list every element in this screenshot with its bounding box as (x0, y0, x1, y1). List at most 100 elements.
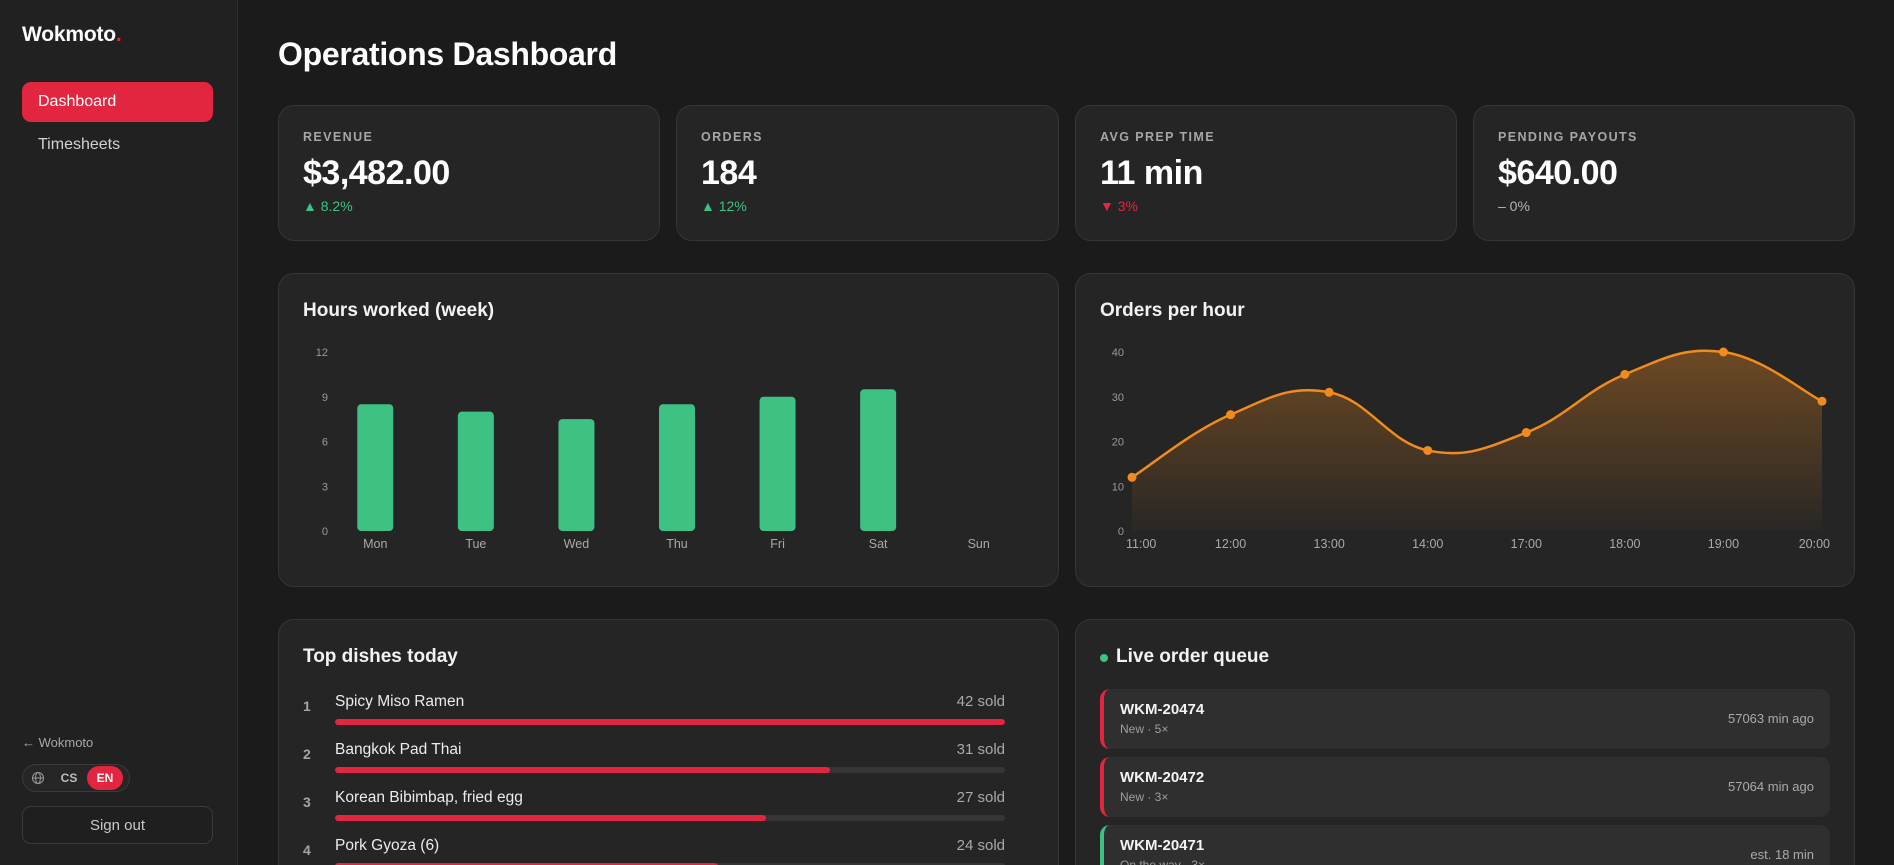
order-time: est. 18 min (1750, 847, 1814, 862)
card-title: Live order queue (1116, 646, 1270, 667)
kpi-label: ORDERS (701, 130, 763, 144)
data-point-1800 (1620, 369, 1630, 379)
brand-logo[interactable]: Wokmoto. (22, 23, 122, 46)
order-meta: On the way · 3× (1120, 858, 1206, 865)
kpi-card-pending-payouts: PENDING PAYOUTS $640.00 – 0% (1473, 105, 1855, 241)
y-tick-label: 6 (322, 437, 328, 449)
dish-progress-track (335, 767, 1005, 773)
kpi-delta: ▼ 3% (1100, 198, 1138, 214)
x-tick-label: 11:00 (1126, 537, 1156, 551)
x-tick-label: Thu (666, 537, 688, 551)
y-tick-label: 9 (322, 392, 328, 404)
x-tick-label: Wed (564, 537, 590, 551)
language-option-cs[interactable]: CS (60, 771, 78, 785)
hours-worked-chart: 0 3 6 9 12 Mon Tue Wed Thu Fri Sat Sun (316, 347, 990, 551)
dish-progress-track (335, 863, 1005, 865)
data-point-1400 (1423, 445, 1433, 455)
language-option-en[interactable]: EN (87, 766, 123, 790)
bar-tue (457, 411, 494, 531)
x-tick-label: Tue (465, 537, 486, 551)
bar-thu (659, 404, 695, 531)
dish-rank: 4 (303, 842, 311, 858)
kpi-label: AVG PREP TIME (1100, 130, 1215, 144)
language-switcher: CS EN (22, 764, 130, 792)
order-time: 57064 min ago (1727, 779, 1814, 794)
y-tick-label: 30 (1112, 392, 1124, 404)
order-time: 57063 min ago (1727, 711, 1814, 726)
hours-worked-card: Hours worked (week) 0 3 6 9 12 Mon Tue Wed Thu Fr… (278, 273, 1059, 587)
globe-icon (25, 766, 51, 790)
dish-name: Korean Bibimbap, fried egg (335, 789, 523, 806)
kpi-value: $3,482.00 (303, 154, 450, 192)
kpi-value: 11 min (1100, 154, 1203, 192)
data-point-1200 (1226, 410, 1236, 420)
x-tick-label: Fri (770, 537, 785, 551)
dish-sold-count: 24 sold (956, 837, 1005, 854)
dish-rank: 1 (303, 698, 311, 714)
dish-sold-count: 31 sold (956, 741, 1005, 758)
kpi-card-revenue: REVENUE $3,482.00 ▲ 8.2% (278, 105, 660, 241)
sign-out-button[interactable]: Sign out (22, 806, 213, 844)
dish-rank: 3 (303, 794, 311, 810)
y-tick-label: 0 (1118, 526, 1124, 538)
order-id: WKM-20474 (1120, 701, 1205, 718)
nav-item-dashboard[interactable]: Dashboard (22, 82, 213, 122)
nav-item-timesheets[interactable]: Timesheets (22, 125, 213, 165)
dish-row: 2 Bangkok Pad Thai 31 sold (303, 738, 1005, 778)
x-tick-label: Mon (363, 537, 387, 551)
dish-name: Bangkok Pad Thai (335, 741, 462, 758)
kpi-delta: ▲ 12% (701, 198, 747, 214)
order-meta: New · 5× (1120, 722, 1169, 736)
kpi-card-orders: ORDERS 184 ▲ 12% (676, 105, 1059, 241)
dish-sold-count: 42 sold (956, 693, 1005, 710)
dish-name: Spicy Miso Ramen (335, 693, 465, 710)
orders-area-fill (1132, 350, 1822, 531)
back-link[interactable]: ← Wokmoto (22, 735, 94, 750)
bar-wed (558, 419, 595, 531)
dish-progress-track (335, 719, 1005, 725)
y-tick-label: 20 (1112, 437, 1124, 449)
orders-per-hour-card: Orders per hour 0 10 20 30 40 11:00 12:00 13:00… (1075, 273, 1855, 587)
orders-per-hour-chart: 0 10 20 30 40 11:00 12:00 13:00 14:00 17:00 18:00 1… (1112, 347, 1830, 551)
order-queue-item[interactable]: WKM-20474 New · 5× 57063 min ago (1100, 689, 1830, 749)
order-id: WKM-20471 (1120, 837, 1205, 854)
kpi-card-avg-prep-time: AVG PREP TIME 11 min ▼ 3% (1075, 105, 1457, 241)
data-point-1700 (1521, 428, 1531, 438)
order-queue-item[interactable]: WKM-20471 On the way · 3× est. 18 min (1100, 825, 1830, 865)
x-tick-label: 17:00 (1511, 537, 1542, 551)
data-point-1300 (1324, 387, 1334, 397)
dish-progress-track (335, 815, 1005, 821)
kpi-label: PENDING PAYOUTS (1498, 130, 1638, 144)
chart-title: Hours worked (week) (303, 300, 495, 321)
x-tick-label: 19:00 (1708, 537, 1739, 551)
x-tick-label: 12:00 (1215, 537, 1246, 551)
kpi-delta: ▲ 8.2% (303, 198, 353, 214)
kpi-value: $640.00 (1498, 154, 1618, 192)
kpi-label: REVENUE (303, 130, 374, 144)
x-tick-label: 14:00 (1412, 537, 1443, 551)
dish-row: 4 Pork Gyoza (6) 24 sold (303, 834, 1005, 865)
dish-sold-count: 27 sold (956, 789, 1005, 806)
bar-sat (860, 389, 897, 531)
dish-progress-fill (335, 815, 766, 821)
live-indicator-dot (1100, 654, 1108, 662)
dish-progress-fill (335, 767, 830, 773)
bar-mon (357, 404, 394, 531)
y-tick-label: 0 (322, 526, 328, 538)
dish-row: 3 Korean Bibimbap, fried egg 27 sold (303, 786, 1005, 826)
y-tick-label: 12 (316, 347, 328, 359)
nav-item-label: Timesheets (38, 136, 121, 153)
x-tick-label: Sat (869, 537, 888, 551)
orders-line (1131, 349, 1823, 479)
x-tick-label: Sun (968, 537, 990, 551)
sidebar: Wokmoto. Dashboard Timesheets ← Wokmoto … (0, 0, 238, 865)
dish-progress-fill (335, 719, 1005, 725)
order-queue-item[interactable]: WKM-20472 New · 3× 57064 min ago (1100, 757, 1830, 817)
page-title: Operations Dashboard (278, 36, 617, 72)
data-point-1900 (1718, 347, 1728, 357)
kpi-value: 184 (701, 154, 757, 192)
y-tick-label: 3 (322, 481, 328, 493)
top-dishes-card: Top dishes today 1 Spicy Miso Ramen 42 sol… (278, 619, 1059, 865)
x-tick-label: 13:00 (1314, 537, 1345, 551)
order-id: WKM-20472 (1120, 769, 1205, 786)
